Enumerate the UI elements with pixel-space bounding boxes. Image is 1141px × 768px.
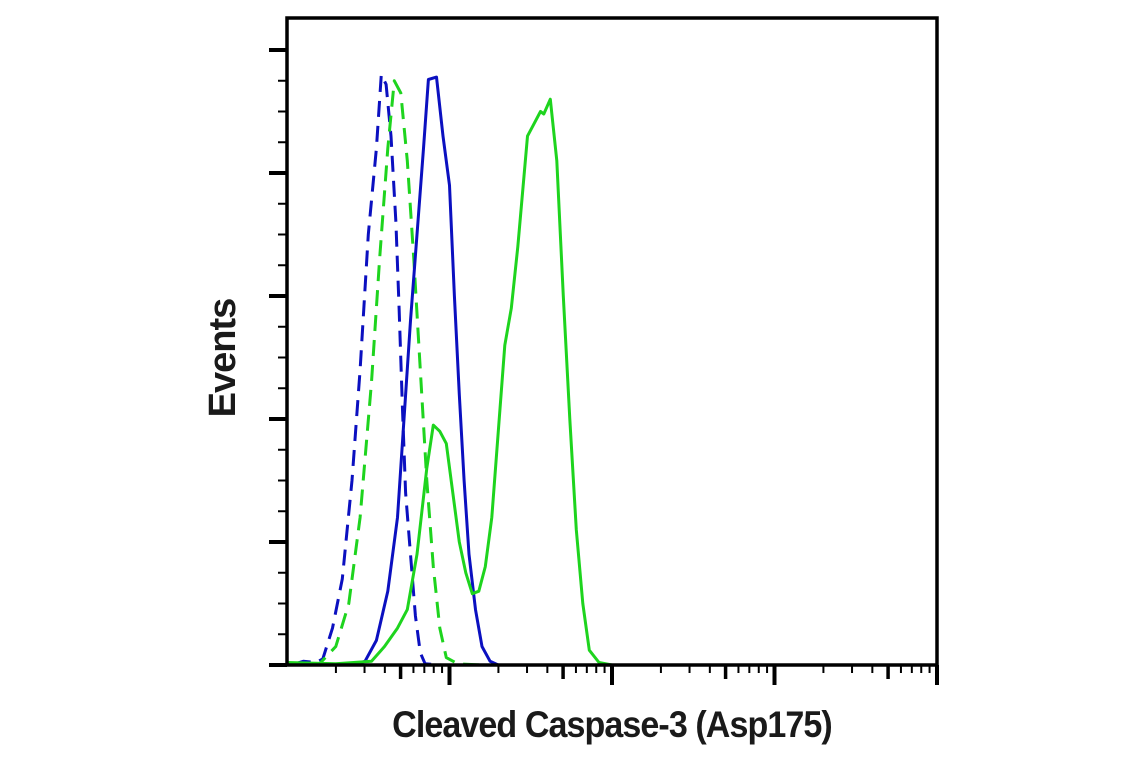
x-axis-title: Cleaved Caspase-3 (Asp175) [392,704,833,745]
plot-frame [285,16,939,667]
series-dashed-green [287,79,937,667]
histogram-curves [286,73,937,667]
series-dashed-blue [294,73,937,667]
plot-axes [269,16,939,685]
y-axis-title: Events [201,298,244,418]
series-solid-green [286,97,937,667]
series-solid-blue [287,75,937,667]
